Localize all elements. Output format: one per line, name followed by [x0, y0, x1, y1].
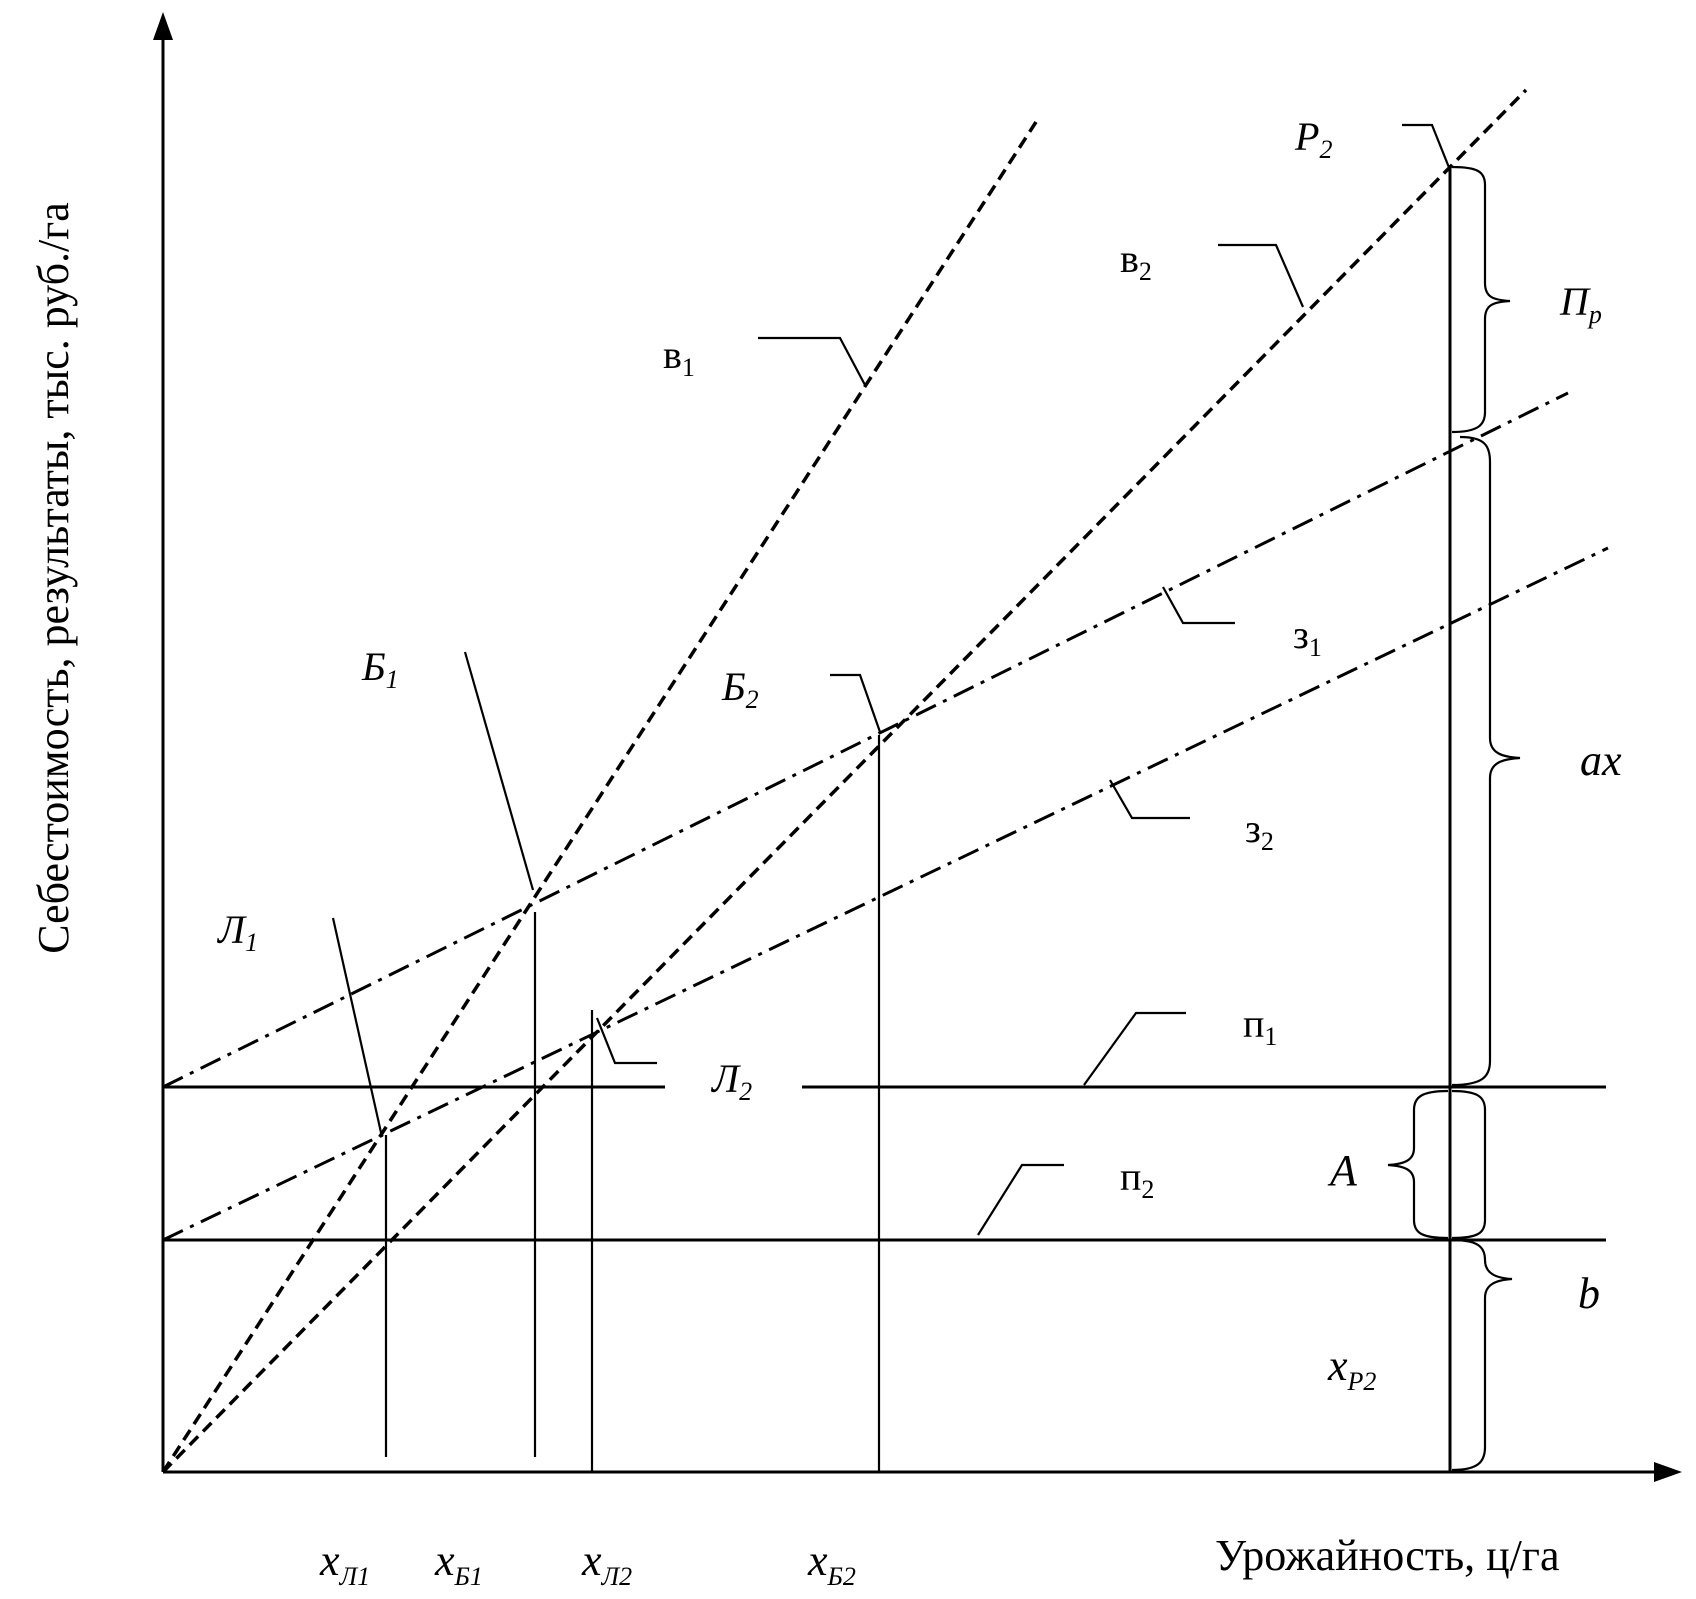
- brace-A: [1387, 1089, 1449, 1240]
- label-L2: Л2: [710, 1056, 752, 1106]
- leader-p2: [977, 1163, 1064, 1236]
- label-ax: ax: [1580, 736, 1622, 785]
- point-labels: Б1 Б2 Л1 Л2 Р2: [216, 114, 1332, 1106]
- label-P2: Р2: [1294, 114, 1332, 164]
- leader-z1: [1162, 586, 1235, 625]
- leader-L2: [595, 1017, 657, 1065]
- label-A: A: [1327, 1146, 1358, 1195]
- label-B1: Б1: [361, 644, 399, 694]
- label-b: b: [1578, 1269, 1600, 1318]
- line-v2: [161, 88, 1528, 1474]
- line-v1: [161, 121, 1038, 1473]
- leader-p1: [1083, 1011, 1186, 1086]
- label-xL1: xЛ1: [319, 1536, 370, 1591]
- label-xL2: xЛ2: [581, 1536, 632, 1591]
- brace-b: [1451, 1238, 1513, 1472]
- leader-lines: [331, 123, 1452, 1236]
- label-p2: п2: [1120, 1154, 1154, 1204]
- axes: [153, 12, 1682, 1482]
- drop-lines: [384, 165, 1452, 1472]
- x-axis-title: Урожайность, ц/га: [1215, 1531, 1559, 1580]
- fixed-cost-lines: [163, 1085, 1606, 1242]
- revenue-lines: [161, 88, 1528, 1474]
- cost-lines: [162, 391, 1609, 1242]
- line-z1: [162, 391, 1569, 1089]
- y-axis-arrow: [153, 12, 173, 40]
- label-B2: Б2: [721, 664, 759, 714]
- leader-P2: [1402, 123, 1452, 171]
- label-xB2: xБ2: [807, 1536, 856, 1591]
- x-axis-marks: xЛ1 xБ1 xЛ2 xБ2 xР2: [319, 1341, 1376, 1591]
- label-Pr: Пр: [1559, 279, 1602, 329]
- leader-B1: [463, 651, 535, 891]
- line-labels: в1 в2 з1 з2 п1 п2: [663, 236, 1322, 1204]
- label-p1: п1: [1243, 1001, 1277, 1051]
- label-L1: Л1: [216, 907, 258, 957]
- brace-Pr: [1451, 165, 1511, 434]
- braces: [1387, 165, 1521, 1472]
- leader-v2: [1218, 243, 1305, 308]
- label-v1: в1: [663, 332, 695, 382]
- label-xB1: xБ1: [434, 1536, 483, 1591]
- y-axis-title: Себестоимость, результаты, тыс. руб./га: [29, 202, 78, 954]
- leader-z2: [1109, 779, 1190, 820]
- leader-L1: [331, 917, 384, 1138]
- leader-B2: [830, 673, 882, 733]
- label-z2: з2: [1245, 806, 1274, 856]
- brace-ax: [1451, 435, 1521, 1087]
- leader-v1: [758, 336, 866, 386]
- label-v2: в2: [1120, 236, 1152, 286]
- x-axis-arrow: [1654, 1462, 1682, 1482]
- brace-labels: Пр ax A b: [1327, 279, 1622, 1318]
- brace-A-right: [1451, 1089, 1487, 1240]
- label-xP2: xР2: [1327, 1341, 1376, 1396]
- label-z1: з1: [1293, 612, 1322, 662]
- line-z2: [162, 546, 1609, 1242]
